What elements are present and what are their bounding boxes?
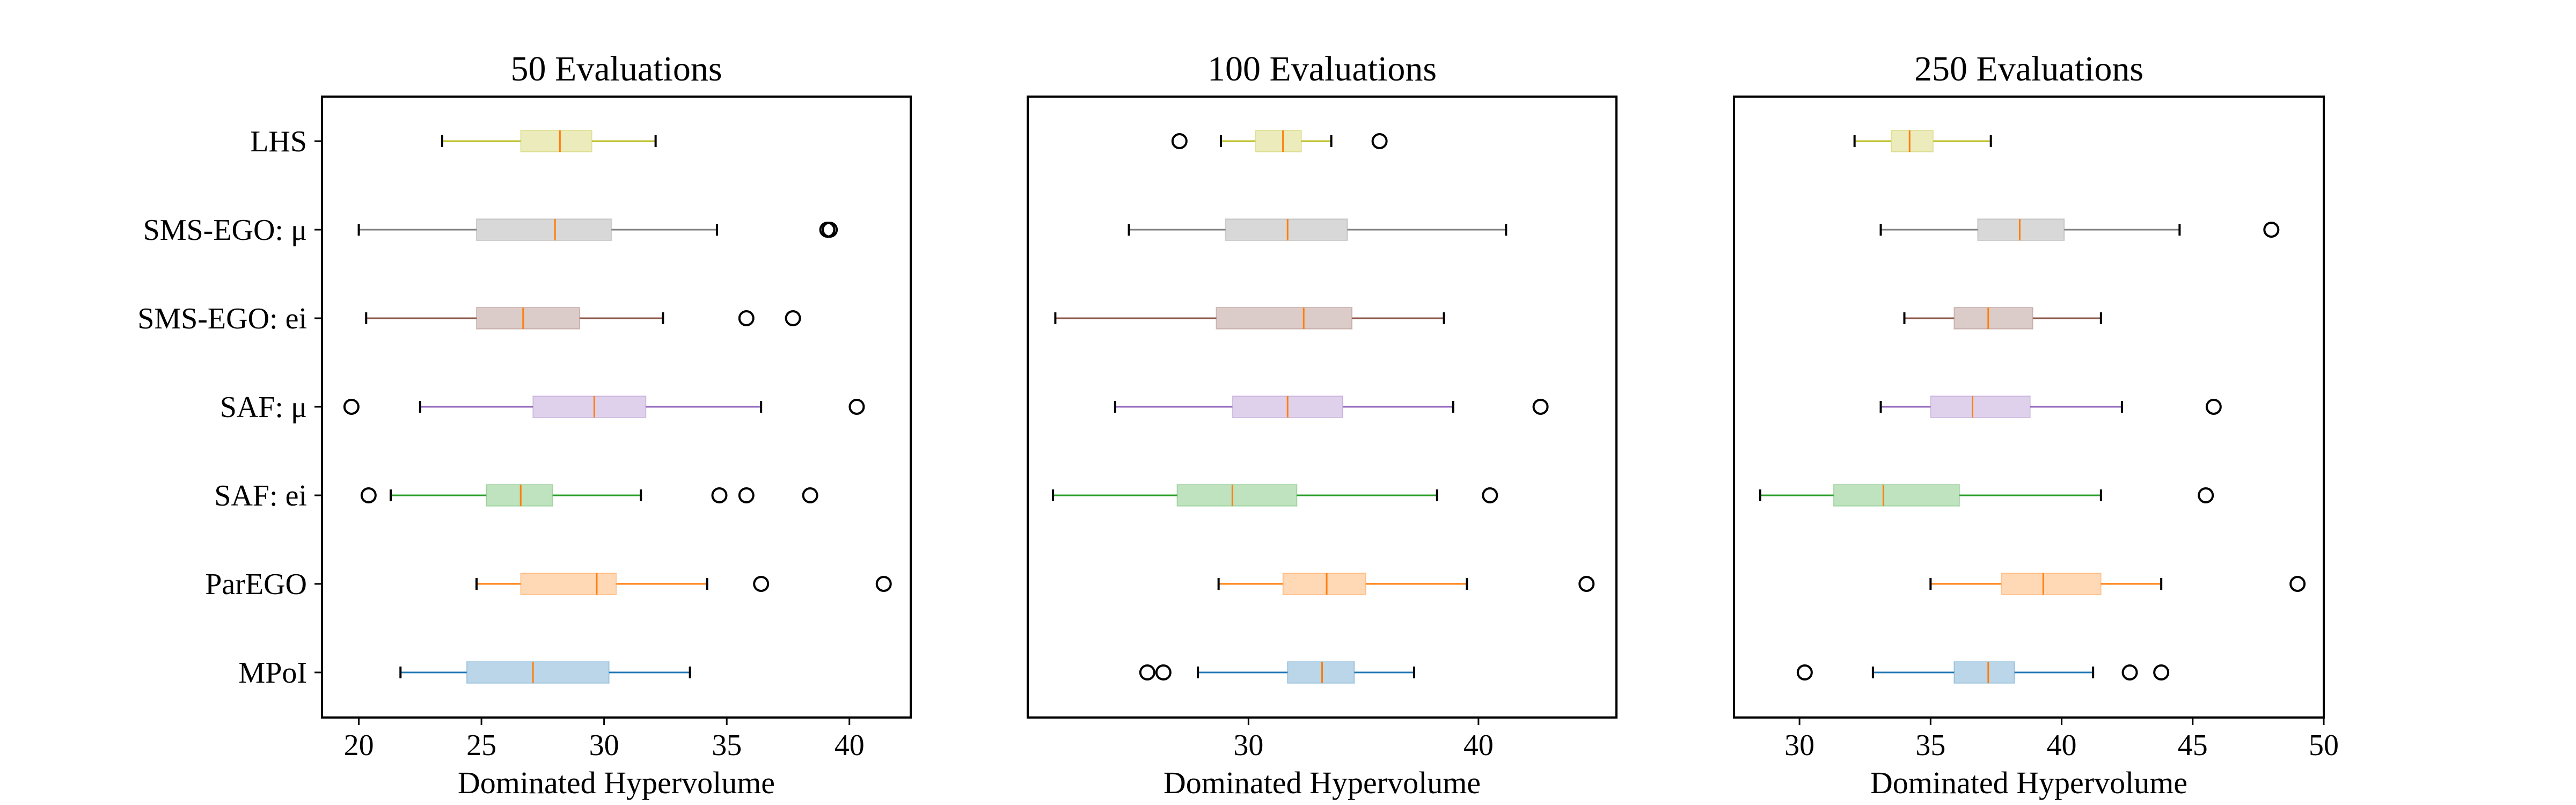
iqr-box — [1287, 661, 1355, 684]
panel-title: 100 Evaluations — [1208, 49, 1437, 89]
outlier-point — [343, 399, 360, 415]
outlier-point — [738, 310, 755, 326]
outlier-point — [711, 487, 728, 503]
box-sms-ego-mu — [357, 218, 838, 241]
x-tick-label: 40 — [2047, 729, 2077, 762]
outlier-point — [1171, 133, 1188, 149]
outlier-point — [1796, 664, 1813, 680]
outlier-point — [1139, 664, 1155, 680]
box-saf-mu — [1879, 396, 2222, 418]
iqr-box — [2001, 573, 2102, 595]
outlier-point — [2198, 487, 2214, 503]
box-saf-ei — [1052, 484, 1498, 507]
box-parego — [1217, 573, 1595, 595]
plot-frame — [1733, 96, 2325, 719]
box-sms-ego-mu — [1128, 218, 1507, 241]
panel-title: 250 Evaluations — [1914, 49, 2143, 89]
outlier-point — [2205, 399, 2222, 415]
box-lhs — [1853, 130, 1992, 152]
iqr-box — [466, 661, 610, 684]
x-tick-label: 40 — [835, 729, 865, 762]
box-saf-ei — [1759, 484, 2214, 507]
outlier-point — [2289, 576, 2306, 592]
iqr-box — [475, 218, 612, 241]
x-tick-label: 30 — [1784, 729, 1814, 762]
panel-title: 50 Evaluations — [510, 49, 722, 89]
outlier-point — [360, 487, 377, 503]
x-axis-label: Dominated Hypervolume — [1870, 765, 2187, 800]
box-mpoi — [1796, 661, 2170, 684]
outlier-point — [875, 576, 892, 592]
iqr-box — [520, 573, 617, 595]
outlier-point — [785, 310, 801, 326]
y-tick-label: SAF: ei — [214, 479, 307, 513]
outlier-point — [1578, 576, 1595, 592]
y-tick-label: SAF: μ — [220, 391, 307, 424]
iqr-box — [1833, 484, 1960, 507]
box-saf-ei — [360, 484, 818, 507]
x-tick-label: 25 — [466, 729, 496, 762]
x-axis-label: Dominated Hypervolume — [458, 765, 775, 800]
iqr-box — [1176, 484, 1298, 507]
box-parego — [475, 573, 892, 595]
outlier-point — [848, 399, 865, 415]
x-tick-label: 35 — [712, 729, 742, 762]
y-tick-label: MPoI — [238, 656, 307, 690]
box-sms-ego-ei — [365, 307, 801, 330]
x-tick-label: 45 — [2178, 729, 2208, 762]
outlier-point — [2121, 664, 2138, 680]
outlier-point — [822, 222, 838, 238]
iqr-box — [1255, 130, 1302, 152]
iqr-box — [486, 484, 553, 507]
box-sms-ego-ei — [1903, 307, 2102, 330]
y-tick-label: SMS-EGO: μ — [143, 214, 307, 247]
box-lhs — [441, 130, 657, 152]
panel-1: 50 Evaluations 20 25 30 35 40 Dominated Hyperv… — [137, 49, 912, 800]
outlier-point — [802, 487, 818, 503]
iqr-box — [1977, 218, 2065, 241]
box-sms-ego-ei — [1054, 307, 1445, 330]
outlier-point — [1482, 487, 1498, 503]
x-tick-label: 50 — [2309, 729, 2339, 762]
outlier-point — [753, 576, 770, 592]
box-mpoi — [1139, 661, 1415, 684]
iqr-box — [1930, 396, 2031, 418]
x-tick-label: 30 — [1233, 729, 1263, 762]
box-saf-mu — [1114, 396, 1549, 418]
iqr-box — [475, 307, 580, 330]
x-tick-label: 40 — [1463, 729, 1494, 762]
x-axis-label: Dominated Hypervolume — [1163, 765, 1481, 800]
iqr-box — [1282, 573, 1366, 595]
box-saf-mu — [343, 396, 865, 418]
iqr-box — [1953, 661, 2015, 684]
outlier-point — [1155, 664, 1172, 680]
outlier-point — [1371, 133, 1388, 149]
x-tick-label: 20 — [344, 729, 374, 762]
box-mpoi — [399, 661, 691, 684]
x-tick-label: 30 — [589, 729, 619, 762]
iqr-box — [1891, 130, 1934, 152]
outlier-point — [2263, 222, 2280, 238]
box-lhs — [1171, 130, 1388, 152]
iqr-box — [1216, 307, 1353, 330]
outlier-point — [1532, 399, 1549, 415]
panel-3: 250 Evaluations 30 35 40 45 50 Dominated Hyper… — [1733, 49, 2339, 800]
plot-frame — [1027, 96, 1618, 719]
iqr-box — [1953, 307, 2033, 330]
iqr-box — [520, 130, 592, 152]
y-tick-label: LHS — [250, 125, 307, 158]
y-tick-label: SMS-EGO: ei — [137, 302, 307, 335]
outlier-point — [738, 487, 755, 503]
iqr-box — [532, 396, 647, 418]
y-tick-label: ParEGO — [205, 568, 307, 601]
box-sms-ego-mu — [1879, 218, 2280, 241]
box-parego — [1929, 573, 2306, 595]
x-tick-label: 35 — [1915, 729, 1945, 762]
iqr-box — [1225, 218, 1348, 241]
outlier-point — [2153, 664, 2170, 680]
